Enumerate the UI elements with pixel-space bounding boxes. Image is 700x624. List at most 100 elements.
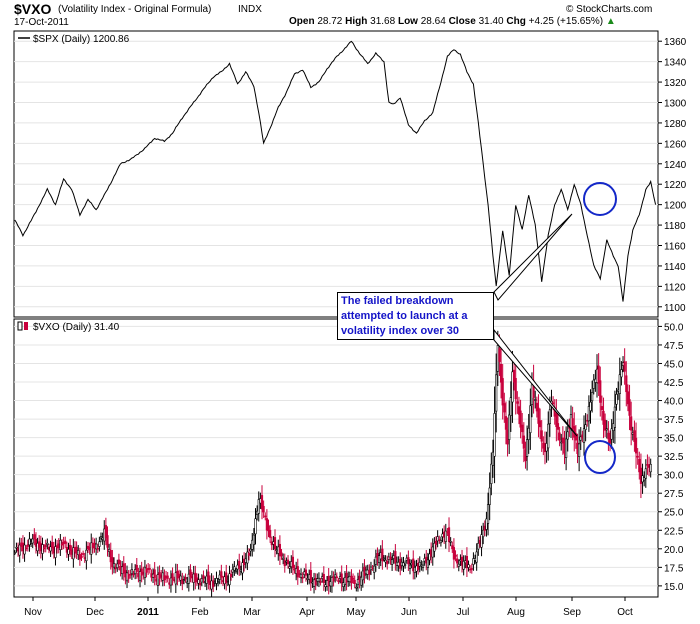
vxo-candle-body [386, 561, 389, 565]
vxo-candle-body [337, 580, 340, 582]
vxo-candle-body [106, 535, 109, 548]
vxo-candle-body [382, 557, 386, 560]
vxo-candle-body [269, 529, 272, 538]
vxo-tick-label: 22.5 [664, 526, 684, 537]
vxo-candle-body [491, 451, 495, 466]
high-label: High [345, 16, 368, 27]
vxo-candle-body [234, 570, 238, 573]
vxo-candle-body [452, 547, 456, 560]
vxo-candle-body [197, 579, 200, 584]
vxo-candle-body [433, 542, 436, 552]
vxo-candle-body [262, 506, 265, 513]
vxo-candle-body [317, 577, 321, 582]
vxo-candle-body [495, 374, 498, 412]
vxo-candle-body [449, 540, 452, 543]
vxo-candle-body [145, 569, 148, 573]
vxo-candle-body [360, 576, 363, 586]
vxo-candle-body [428, 553, 431, 561]
chart-date: 17-Oct-2011 [14, 17, 69, 28]
vxo-candle-body [132, 573, 135, 576]
x-tick-label: 2011 [137, 607, 159, 618]
vxo-candle-body [485, 518, 488, 530]
vxo-candle-body [394, 551, 397, 564]
vxo-candle-body [591, 392, 594, 402]
vxo-candle-body [447, 527, 451, 543]
vxo-candle-body [462, 561, 465, 570]
vxo-candle-body [148, 568, 151, 570]
vxo-candle-body [34, 538, 38, 547]
exchange: INDX [238, 4, 262, 15]
vxo-candle-body [15, 546, 18, 549]
vxo-candle-body [512, 369, 516, 383]
vxo-candle-body [565, 438, 568, 458]
vxo-candle-body [80, 556, 83, 558]
vxo-candle-body [85, 549, 88, 562]
vxo-candle-body [228, 573, 231, 586]
vxo-candle-body [182, 579, 186, 581]
vxo-tick-label: 27.5 [664, 489, 684, 500]
vxo-candle-body [267, 525, 270, 532]
spx-tick-label: 1140 [664, 262, 686, 273]
vxo-candle-body [501, 378, 504, 406]
vxo-candle-body [571, 418, 574, 429]
vxo-candle-body [233, 566, 236, 571]
vxo-candle-body [436, 536, 439, 542]
x-tick-label: Feb [191, 607, 209, 618]
vxo-candle-body [241, 562, 244, 574]
vxo-candle-body [332, 576, 335, 582]
vxo-candle-body [628, 399, 631, 416]
vxo-candle-body [504, 416, 508, 430]
vxo-candle-body [112, 563, 116, 568]
x-tick-label: Sep [563, 607, 581, 618]
vxo-tick-label: 37.5 [664, 415, 684, 426]
vxo-candle-body [26, 544, 29, 547]
vxo-candle-body [304, 569, 308, 576]
vxo-candle-body [467, 564, 470, 568]
annotation-overlay [493, 182, 617, 474]
vxo-candle-body [238, 560, 241, 569]
vxo-candle-body [334, 574, 337, 578]
vxo-tick-label: 25.0 [664, 508, 684, 519]
vxo-candle-body [465, 556, 469, 569]
vxo-candle-body [643, 477, 646, 481]
spx-frame [13, 30, 659, 318]
spx-panel: 1100 1120 1140 1160 1180 1200 1220 1240 1260 1280… [13, 30, 687, 318]
vxo-candle-body [522, 435, 525, 449]
spx-tick-label: 1120 [664, 282, 686, 293]
vxo-candle-body [225, 572, 228, 583]
vxo-candle-body [18, 544, 21, 556]
vxo-candle-body [498, 348, 501, 362]
vxo-candle-body [561, 437, 564, 444]
vxo-candle-body [216, 581, 220, 584]
spx-tick-label: 1360 [664, 37, 687, 48]
vxo-legend: $VXO (Daily) 31.40 [33, 322, 120, 333]
callout-pointer-bottom [493, 328, 578, 437]
vxo-candle-body [602, 410, 605, 425]
vxo-candle-body [534, 399, 537, 401]
spx-tick-label: 1220 [664, 180, 687, 191]
vxo-candle-body [231, 569, 234, 573]
vxo-candle-body [377, 555, 381, 563]
vxo-candle-body [456, 558, 459, 564]
low-label: Low [397, 16, 418, 27]
vxo-legend-swatch-down [24, 322, 28, 330]
vxo-tick-label: 17.5 [664, 563, 684, 574]
vxo-candle-body [340, 573, 343, 584]
vxo-candle-body [408, 564, 412, 569]
vxo-candle-body [252, 534, 255, 545]
vxo-candle-body [604, 419, 607, 431]
x-tick-label: Dec [86, 607, 104, 618]
vxo-candle-body [288, 566, 291, 569]
vxo-candle-body [280, 552, 283, 557]
vxo-candle-body [212, 580, 215, 588]
vxo-candle-body [42, 547, 46, 550]
vxo-candle-body [301, 576, 304, 579]
vxo-candle-body [254, 518, 257, 535]
vxo-candle-body [286, 559, 290, 565]
vxo-candle-body [548, 409, 551, 424]
vxo-candle-body [129, 573, 132, 576]
close-label: Close [448, 16, 476, 27]
vxo-tick-label: 40.0 [664, 397, 684, 408]
vxo-candle-body [46, 542, 49, 545]
vxo-candle-body [335, 576, 338, 579]
